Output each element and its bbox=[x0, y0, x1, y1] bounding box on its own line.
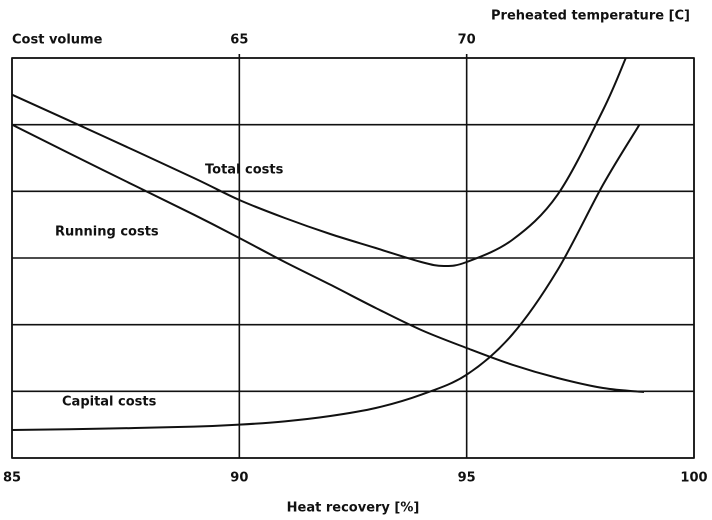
series-line bbox=[11, 123, 645, 393]
x-tick-label: 90 bbox=[230, 471, 248, 486]
x-axis-label: Heat recovery [%] bbox=[287, 501, 420, 516]
x-tick-label: 85 bbox=[3, 471, 21, 486]
plot-frame bbox=[11, 57, 695, 459]
series-label: Capital costs bbox=[62, 395, 157, 410]
series-line bbox=[11, 124, 641, 431]
y-axis-label: Cost volume bbox=[12, 33, 103, 48]
series-label: Running costs bbox=[55, 225, 159, 240]
x-tick-label: 100 bbox=[680, 471, 707, 486]
series-line bbox=[11, 57, 627, 268]
x2-tick-label: 65 bbox=[230, 33, 248, 48]
x2-axis-label: Preheated temperature [C] bbox=[491, 9, 690, 24]
series-label: Total costs bbox=[205, 163, 284, 178]
x2-tick-label: 70 bbox=[458, 33, 476, 48]
x-tick-label: 95 bbox=[458, 471, 476, 486]
